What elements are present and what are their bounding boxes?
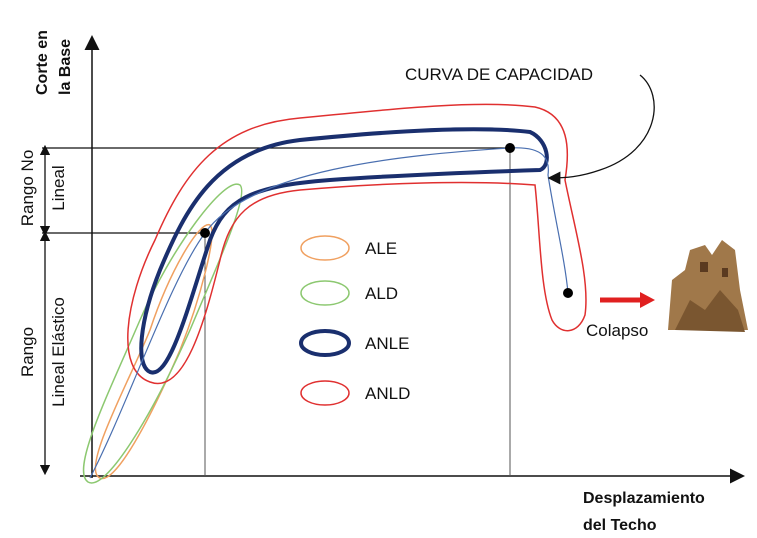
range-label: Lineal (49, 165, 68, 210)
range-label: Lineal Elástico (49, 297, 68, 407)
range-label: Rango No (18, 150, 37, 227)
legend-label: ANLE (365, 334, 409, 353)
max-point (505, 143, 515, 153)
y-axis-label: Corte en (34, 30, 51, 95)
legend-label: ALE (365, 239, 397, 258)
callout-arrow (547, 74, 655, 185)
legend-swatch (300, 380, 350, 406)
anle-envelope (139, 127, 549, 375)
ald-envelope (82, 183, 243, 484)
capacity-curve (89, 147, 569, 479)
legend-label: ALD (365, 284, 398, 303)
x-axis-label: Desplazamiento (583, 490, 705, 507)
yield-point (200, 228, 210, 238)
x-axis-label: del Techo (583, 517, 657, 534)
anld-envelope (127, 103, 587, 385)
ale-envelope (94, 224, 213, 480)
collapse-point (563, 288, 573, 298)
rubble (668, 240, 748, 332)
collapse-arrowhead (640, 292, 655, 308)
legend-label: ANLD (365, 384, 410, 403)
legend-swatch (300, 280, 350, 306)
collapse-label: Colapso (586, 321, 648, 340)
legend-swatch (299, 329, 351, 357)
y-axis-label: la Base (57, 39, 74, 95)
capacity-curve-label: CURVA DE CAPACIDAD (405, 65, 593, 84)
legend-swatch (300, 235, 350, 261)
range-label: Rango (18, 327, 37, 377)
